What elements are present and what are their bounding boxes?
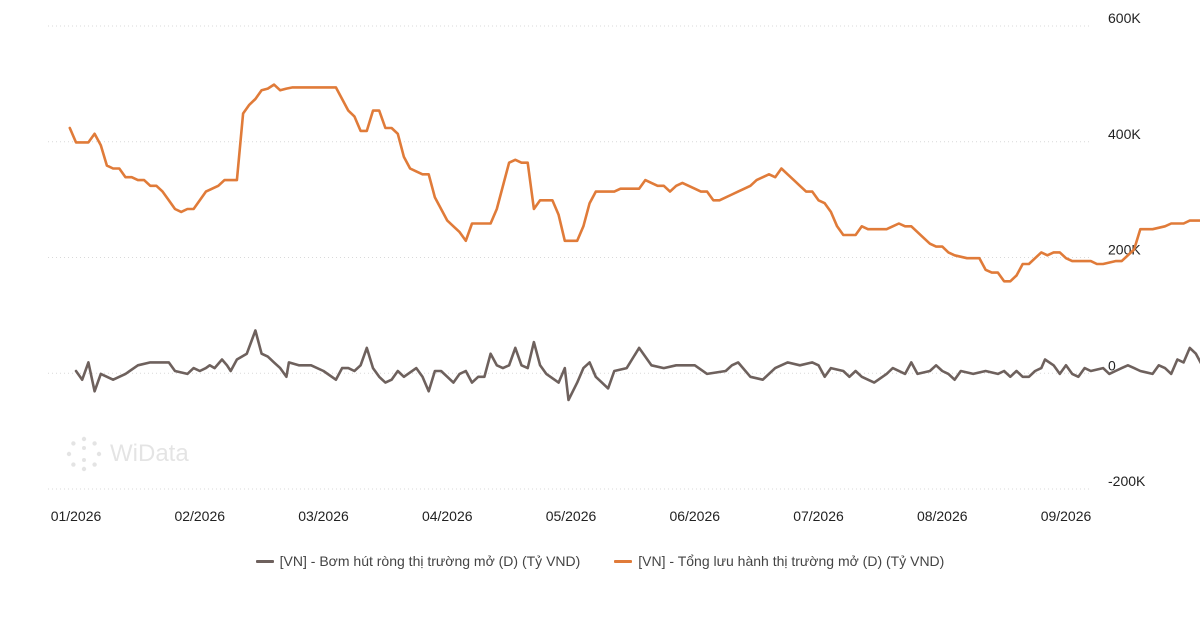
- y-tick-label: 400K: [1108, 126, 1141, 142]
- legend: [VN] - Bơm hút ròng thị trường mở (D) (T…: [0, 553, 1200, 569]
- series-line-outstanding: [68, 83, 1200, 283]
- legend-item-outstanding[interactable]: [VN] - Tổng lưu hành thị trường mở (D) (…: [614, 553, 944, 569]
- legend-label-net-injection: [VN] - Bơm hút ròng thị trường mở (D) (T…: [279, 553, 581, 569]
- x-tick-label: 04/2026: [422, 508, 473, 524]
- y-tick-label: 200K: [1108, 242, 1141, 258]
- watermark: WiData: [66, 436, 189, 472]
- x-tick-label: 01/2026: [51, 508, 102, 524]
- x-tick-label: 06/2026: [669, 508, 720, 524]
- grid-lines: [48, 25, 1092, 490]
- x-tick-label: 09/2026: [1041, 508, 1092, 524]
- x-tick-label: 08/2026: [917, 508, 968, 524]
- x-tick-label: 05/2026: [546, 508, 597, 524]
- x-axis-ticks: 01/2026 02/2026 03/2026 04/2026 05/2026 06/20…: [51, 508, 1092, 524]
- y-axis-ticks: 600K 400K 200K 0 -200K: [1108, 10, 1146, 489]
- x-tick-label: 03/2026: [298, 508, 349, 524]
- y-tick-label: 0: [1108, 357, 1116, 373]
- legend-label-outstanding: [VN] - Tổng lưu hành thị trường mở (D) (…: [638, 553, 945, 569]
- y-tick-label: 600K: [1108, 10, 1141, 26]
- watermark-text: WiData: [110, 440, 189, 467]
- series-layer: [68, 83, 1200, 402]
- series-line-net-injection: [74, 329, 1200, 402]
- legend-swatch-net-injection: [255, 559, 274, 563]
- x-tick-label: 07/2026: [793, 508, 844, 524]
- legend-swatch-outstanding: [614, 559, 633, 563]
- legend-item-net-injection[interactable]: [VN] - Bơm hút ròng thị trường mở (D) (T…: [255, 553, 581, 569]
- y-tick-label: -200K: [1108, 473, 1146, 489]
- x-tick-label: 02/2026: [174, 508, 225, 524]
- widata-logo-icon: [66, 436, 102, 472]
